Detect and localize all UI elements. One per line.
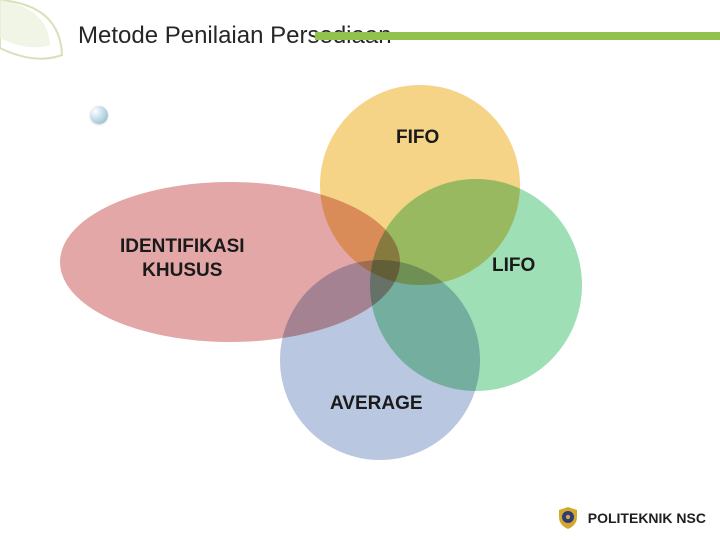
institution-logo-icon <box>556 506 580 530</box>
venn-average <box>280 260 480 460</box>
footer-text: POLITEKNIK NSC <box>588 510 706 526</box>
title-underline <box>315 32 720 40</box>
label-average: AVERAGE <box>330 393 423 415</box>
label-lifo: LIFO <box>492 255 535 277</box>
corner-decoration <box>0 0 80 70</box>
label-identifikasi: IDENTIFIKASI KHUSUS <box>120 235 245 283</box>
venn-diagram: FIFO LIFO AVERAGE IDENTIFIKASI KHUSUS <box>120 85 620 465</box>
label-fifo: FIFO <box>396 127 439 149</box>
bullet-icon <box>90 106 108 124</box>
footer: POLITEKNIK NSC <box>556 506 706 530</box>
